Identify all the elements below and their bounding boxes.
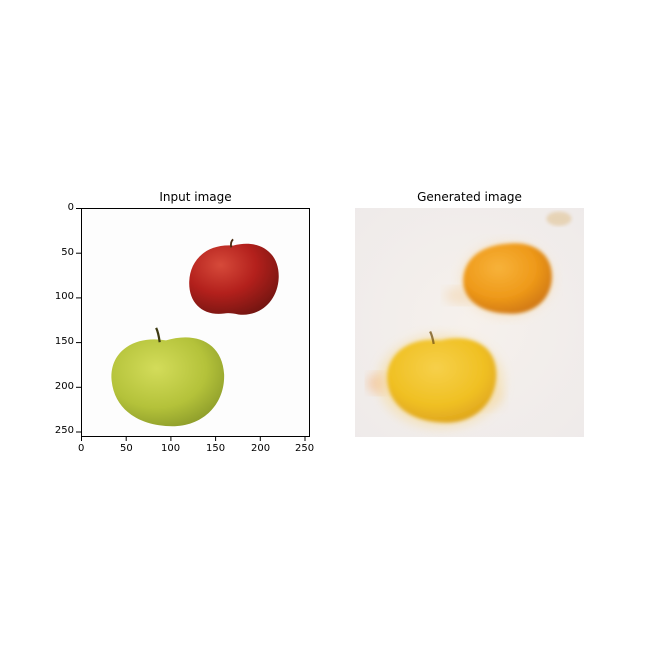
generated-image-title: Generated image [417,190,522,204]
y-tick-label: 250 [54,425,74,436]
x-tick-label: 50 [120,443,133,454]
x-tick-label: 250 [295,443,315,454]
generated-image-axes [355,208,584,437]
input-image-title: Input image [159,190,232,204]
input-image-axes [81,208,310,437]
x-tick-marks [81,436,306,441]
y-tick-label: 0 [67,202,74,213]
yellow-fruit [378,330,504,429]
orange-fruit [460,241,554,318]
generated-image [355,208,584,437]
y-tick-label: 150 [54,336,74,347]
red-apple [189,238,279,315]
input-image [81,208,310,437]
green-apple [111,327,225,427]
x-tick-label: 100 [161,443,181,454]
input-image-frame [81,208,310,437]
y-tick-label: 50 [61,247,74,258]
x-tick-label: 150 [206,443,226,454]
x-tick-label: 0 [78,443,85,454]
y-tick-label: 100 [54,291,74,302]
x-tick-label: 200 [251,443,271,454]
y-tick-label: 200 [54,381,74,392]
y-tick-marks [76,208,81,433]
